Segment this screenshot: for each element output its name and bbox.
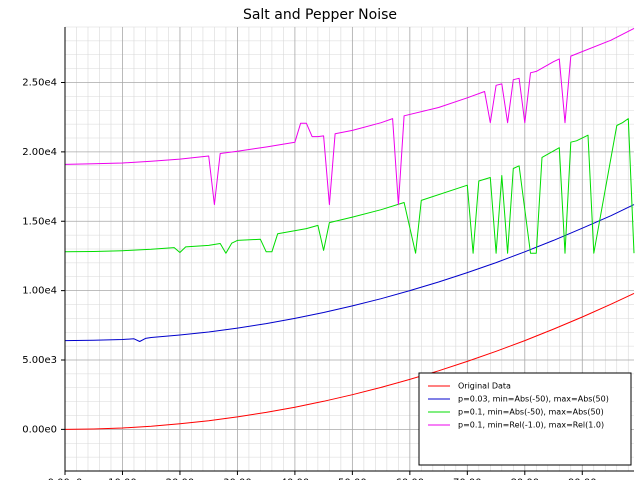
x-tick-label: 0.00e0 <box>48 477 83 480</box>
legend-label-3: p=0.1, min=Abs(-50), max=Abs(50) <box>458 408 604 417</box>
y-tick-label: 0.00e0 <box>22 424 57 435</box>
series-line-3 <box>64 118 635 254</box>
chart-title: Salt and Pepper Noise <box>243 7 397 23</box>
x-tick-label: 30.00 <box>223 477 252 480</box>
series-line-4 <box>64 27 635 206</box>
series-layer <box>64 27 635 430</box>
x-tick-label: 80.00 <box>510 477 539 480</box>
y-tick-label: 2.50e4 <box>22 78 57 89</box>
x-tick-label: 90.00 <box>568 477 597 480</box>
axes <box>64 27 634 472</box>
legend-box <box>418 372 632 466</box>
x-tick-label: 70.00 <box>453 477 482 480</box>
x-tick-label: 20.00 <box>166 477 195 480</box>
y-tick-label: 2.00e4 <box>22 147 57 158</box>
y-tick-label: 5.00e3 <box>22 355 57 366</box>
x-tick-label: 40.00 <box>281 477 310 480</box>
x-tick-label: 10.00 <box>108 477 137 480</box>
y-tick-label: 1.00e4 <box>22 286 57 297</box>
x-tick-label: 60.00 <box>396 477 425 480</box>
legend-label-1: Original Data <box>458 382 511 391</box>
ticks: 0.00e0 10.00 20.00 30.00 40.00 50.00 60.00 70.0… <box>22 78 596 480</box>
legend: Original Data p=0.03, min=Abs(-50), max=A… <box>418 372 632 466</box>
x-tick-label: 50.00 <box>338 477 367 480</box>
y-tick-label: 1.50e4 <box>22 216 57 227</box>
legend-label-4: p=0.1, min=Rel(-1.0), max=Rel(1.0) <box>458 421 604 430</box>
legend-label-2: p=0.03, min=Abs(-50), max=Abs(50) <box>458 395 609 404</box>
series-line-1 <box>64 292 635 430</box>
